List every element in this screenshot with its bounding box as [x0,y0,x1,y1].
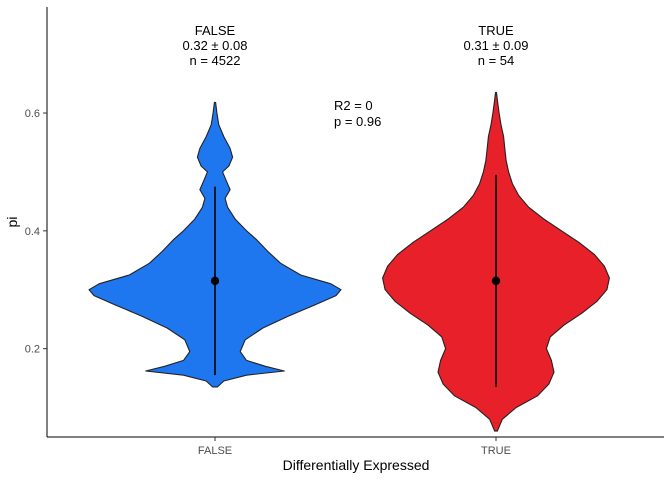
mean-point-false [210,276,220,286]
y-axis-title: pi [4,217,20,228]
x-tick-label: TRUE [481,445,511,457]
annotation-p: p = 0.96 [334,114,381,129]
plot-area [88,91,610,432]
y-tick-label: 0.2 [25,344,40,356]
y-ticks: 0.2 0.4 0.6 [25,108,47,356]
group-header-label: FALSE [195,23,236,38]
x-axis-title: Differentially Expressed [283,457,430,473]
y-tick-label: 0.4 [25,226,40,238]
x-tick-label: FALSE [198,445,232,457]
mean-point-true [491,276,501,286]
annotation-r2: R2 = 0 [334,98,373,113]
group-header-count: n = 54 [478,53,515,68]
group-header-stats: 0.32 ± 0.08 [183,38,248,53]
group-header-count: n = 4522 [190,53,241,68]
group-header-stats: 0.31 ± 0.09 [464,38,529,53]
x-ticks: FALSE TRUE [198,437,511,457]
y-tick-label: 0.6 [25,108,40,120]
group-header-label: TRUE [478,23,514,38]
